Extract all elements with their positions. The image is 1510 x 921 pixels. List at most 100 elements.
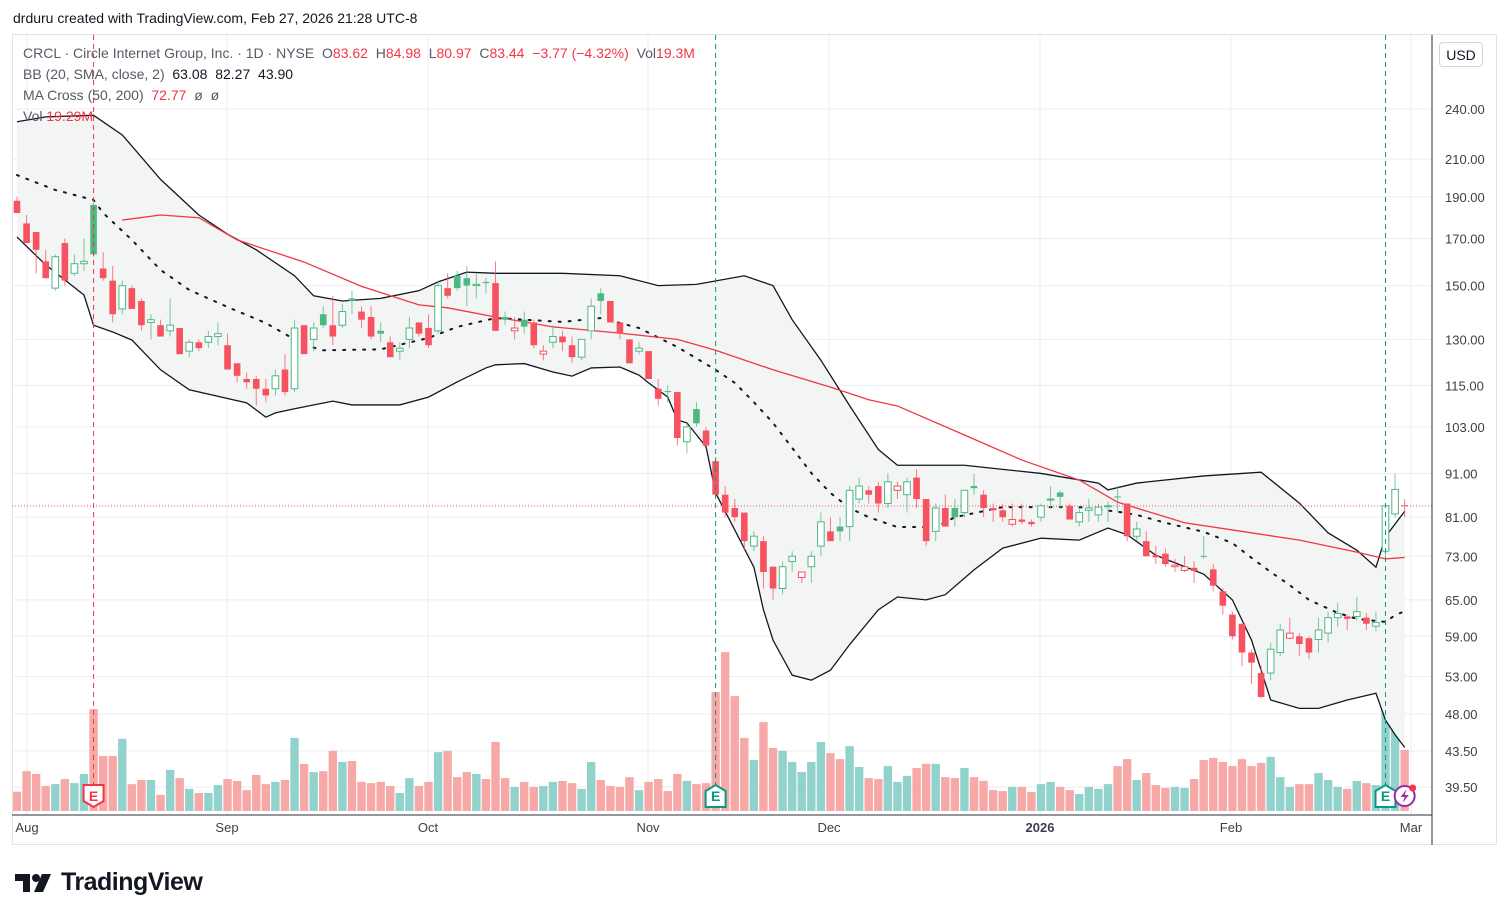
candle	[664, 385, 672, 403]
candle-body	[319, 314, 327, 326]
candle	[674, 392, 681, 446]
candle-body	[444, 288, 451, 296]
volume-bar	[1352, 780, 1361, 811]
volume-bar	[347, 761, 357, 811]
candle-body	[386, 342, 394, 358]
volume-bar	[70, 783, 79, 811]
tradingview-logo-text: TradingView	[61, 868, 203, 896]
currency-button[interactable]: USD	[1439, 42, 1483, 67]
candle-body	[195, 342, 203, 349]
candle-body	[989, 508, 997, 511]
legend-bollinger-row[interactable]: BB (20, SMA, close, 2) 63.08 82.27 43.90	[23, 66, 293, 82]
volume-bar	[854, 767, 864, 811]
candle	[1056, 490, 1064, 509]
candle-body	[1229, 614, 1236, 637]
candle	[396, 342, 404, 361]
volume-bar	[108, 755, 117, 811]
candle	[1343, 614, 1351, 630]
symbol-title[interactable]: CRCL · Circle Internet Group, Inc. · 1D …	[23, 45, 315, 61]
earnings-marker-icon[interactable]: E	[704, 783, 727, 808]
bb-upper-value: 82.27	[215, 66, 251, 82]
time-axis[interactable]: Aug Sep Oct Nov Dec 2026 Feb Mar	[15, 820, 1422, 835]
candle-body	[70, 263, 79, 274]
high-value: 84.98	[385, 45, 421, 61]
candle-body	[185, 341, 194, 352]
candle-body	[262, 388, 270, 396]
candle	[319, 306, 327, 329]
volume-bar	[998, 791, 1007, 811]
tradingview-logo[interactable]: TradingView	[15, 868, 203, 897]
candle	[1085, 499, 1093, 522]
candle	[855, 477, 863, 504]
candle	[23, 215, 30, 244]
candle	[626, 339, 633, 364]
chart-frame	[12, 34, 1497, 845]
price-tick-label: 240.00	[1445, 102, 1485, 117]
candle-body	[252, 378, 260, 389]
volume-bar	[1113, 766, 1122, 811]
time-tick-label: 2026	[1026, 820, 1055, 835]
lightning-glyph	[1400, 789, 1409, 803]
candle-body	[224, 345, 231, 370]
earnings-marker-icon[interactable]: E	[1374, 783, 1397, 808]
candle-body	[1085, 507, 1093, 511]
candle	[444, 273, 451, 299]
volume-bar	[271, 781, 280, 811]
high-label: H	[375, 45, 386, 61]
candle	[204, 330, 213, 349]
candle	[568, 336, 576, 364]
volume-bar	[644, 781, 653, 811]
price-axis[interactable]: 240.00 210.00 190.00 170.00 150.00 130.00 115.…	[1445, 102, 1485, 795]
candle-body	[721, 494, 729, 513]
vol-indicator-label[interactable]: Vol	[23, 108, 43, 124]
volume-bar	[1046, 781, 1055, 811]
lightning-icon[interactable]	[1393, 784, 1417, 807]
candle	[1190, 561, 1198, 583]
candle	[262, 378, 270, 403]
candle-body	[1028, 521, 1035, 525]
candle	[386, 336, 394, 358]
ma-label[interactable]: MA Cross (50, 200)	[23, 87, 144, 103]
candle-body	[645, 351, 652, 379]
volume-bar	[520, 781, 529, 811]
candle	[42, 249, 50, 279]
candle	[1314, 617, 1323, 653]
volume-bar	[472, 773, 481, 811]
volume-bar	[941, 777, 950, 811]
candle	[1104, 501, 1112, 522]
candle-body	[1314, 629, 1323, 640]
volume-bar	[539, 786, 548, 811]
candle-body	[23, 223, 30, 244]
volume-bar	[759, 722, 768, 811]
candle	[1363, 612, 1370, 630]
bollinger-upper-line	[16, 114, 1406, 569]
chart-attribution: drduru created with TradingView.com, Feb…	[13, 10, 418, 26]
volume-bar	[424, 781, 433, 811]
candle-body	[1046, 498, 1055, 501]
bb-lower-value: 43.90	[258, 66, 294, 82]
bb-label[interactable]: BB (20, SMA, close, 2)	[23, 66, 165, 82]
volume-bar	[1323, 779, 1333, 811]
legend-volume-row[interactable]: Vol 19.29M	[23, 108, 93, 124]
legend-symbol-row[interactable]: CRCL · Circle Internet Group, Inc. · 1D …	[23, 45, 695, 61]
candle	[425, 314, 432, 349]
earnings-badge	[704, 783, 727, 808]
earnings-label: E	[89, 788, 98, 804]
candle	[1209, 564, 1217, 592]
volume-bar	[912, 767, 921, 811]
volume-bar	[1247, 766, 1256, 811]
close-label: C	[479, 45, 490, 61]
candle	[1180, 556, 1189, 573]
candle	[80, 238, 88, 271]
legend-ma-row[interactable]: MA Cross (50, 200) 72.77 ø ø	[23, 87, 219, 103]
candle-body	[492, 283, 499, 331]
candle	[281, 354, 289, 396]
volume-bar	[165, 769, 175, 811]
candle	[769, 566, 777, 600]
earnings-marker-icon[interactable]: E	[82, 784, 105, 809]
candle-body	[501, 316, 509, 320]
time-tick-label: Oct	[418, 820, 439, 835]
price-tick-label: 65.00	[1445, 593, 1478, 608]
